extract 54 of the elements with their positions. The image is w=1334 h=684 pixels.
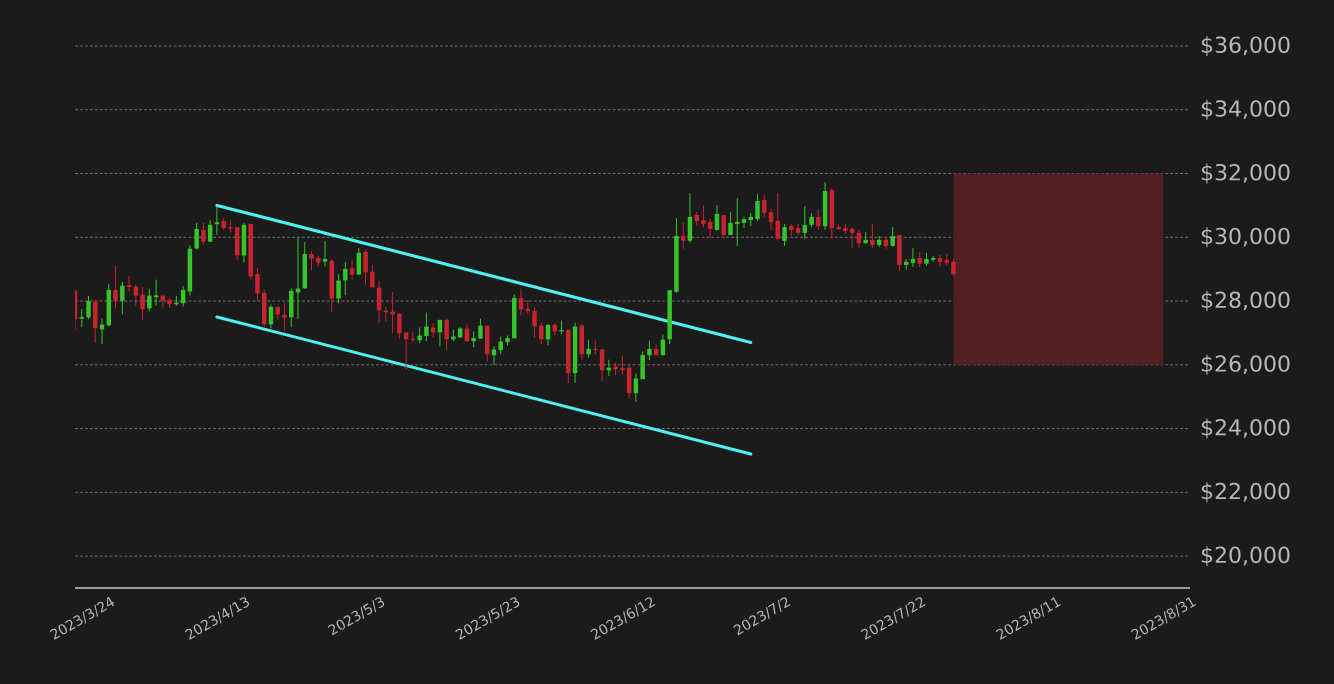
candlestick [620, 355, 625, 375]
candlestick [363, 248, 368, 286]
y-tick-label: $20,000 [1201, 546, 1290, 567]
candlestick [910, 247, 916, 268]
candlestick [647, 340, 652, 361]
candlestick [79, 308, 84, 328]
candlestick [133, 284, 139, 307]
candlestick [147, 288, 152, 312]
candlestick [768, 208, 774, 232]
y-tick-label: $24,000 [1201, 418, 1290, 439]
candlestick [113, 265, 118, 309]
candlestick [707, 218, 713, 239]
candlestick [201, 222, 206, 246]
y-tick-label: $34,000 [1201, 99, 1290, 120]
candlestick [890, 226, 895, 248]
y-tick-label: $30,000 [1201, 227, 1290, 248]
candlestick [532, 306, 537, 339]
candlestick [870, 223, 875, 249]
candlestick [349, 258, 355, 280]
candlestick [343, 261, 348, 296]
candlestick [775, 192, 781, 241]
candlestick [478, 318, 483, 340]
candlestick [397, 312, 402, 340]
candlestick [687, 192, 693, 244]
candlestick [282, 302, 287, 331]
candlestick [755, 193, 760, 222]
candlestick [120, 281, 125, 315]
candlestick [937, 254, 943, 268]
candlestick [86, 295, 91, 320]
candlestick [309, 250, 314, 271]
y-tick-label: $32,000 [1201, 163, 1290, 184]
candlestick [194, 222, 199, 251]
candlestick [322, 240, 328, 268]
candlestick [795, 223, 801, 236]
candlestick [680, 221, 686, 250]
candlestick [207, 219, 213, 243]
candlestick [140, 286, 145, 321]
candlestick [255, 267, 260, 302]
y-tick-label: $28,000 [1201, 291, 1290, 312]
y-tick-label: $22,000 [1201, 482, 1290, 503]
candlestick [816, 208, 821, 231]
candlestick [356, 247, 362, 276]
candlestick [424, 312, 429, 342]
y-tick-label: $36,000 [1201, 36, 1290, 56]
y-tick-label: $26,000 [1201, 354, 1290, 375]
candlestick [539, 322, 544, 345]
candlestick [701, 204, 706, 228]
candlestick [782, 223, 787, 247]
candlestick [741, 216, 747, 229]
candlestick [849, 226, 855, 249]
candlestick [762, 194, 767, 218]
candlestick [444, 318, 449, 351]
candlestick [336, 273, 341, 304]
candlestick [714, 204, 720, 232]
